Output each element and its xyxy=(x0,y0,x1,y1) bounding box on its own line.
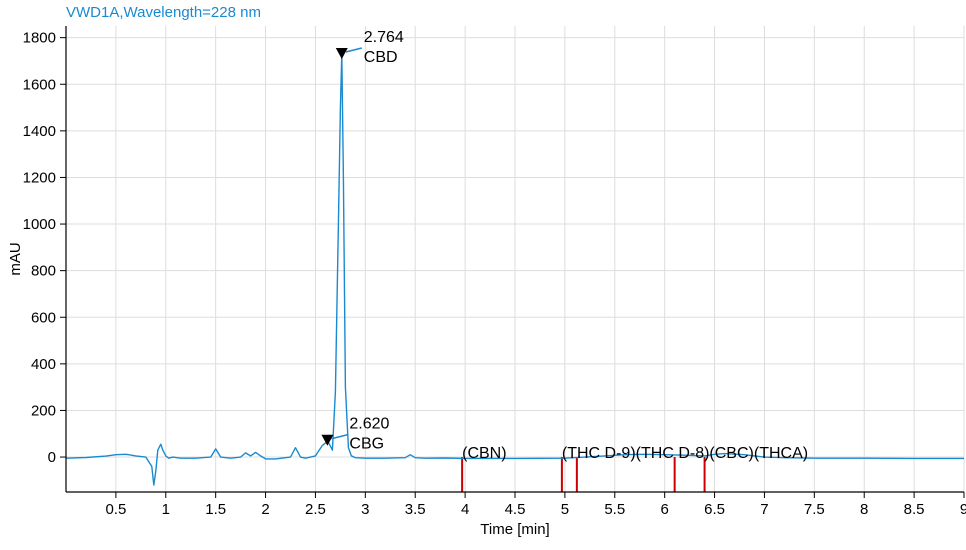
x-tick-label-14: 7.5 xyxy=(804,501,825,518)
x-axis-title: Time [min] xyxy=(480,521,549,538)
x-tick-label-5: 3 xyxy=(361,501,369,518)
x-tick-label-15: 8 xyxy=(860,501,868,518)
peak-time-label-0: 2.620 xyxy=(349,416,389,433)
x-tick-label-3: 2 xyxy=(261,501,269,518)
x-tick-label-2: 1.5 xyxy=(205,501,226,518)
x-tick-label-12: 6.5 xyxy=(704,501,725,518)
peak-leader-0 xyxy=(331,434,348,440)
y-tick-label-7: 1400 xyxy=(23,123,56,140)
y-tick-label-1: 200 xyxy=(31,402,56,419)
grid-layer xyxy=(66,26,965,492)
x-tick-label-4: 2.5 xyxy=(305,501,326,518)
x-tick-label-0: 0.5 xyxy=(105,501,126,518)
tick-layer: 0.5 1 1.5 2 2.5 3 3.5 4 4.5 5 5.5 6 6.5 7 7.5 8 8.5 9 0 200… xyxy=(7,30,966,538)
x-tick-label-11: 6 xyxy=(660,501,668,518)
x-tick-label-16: 8.5 xyxy=(904,501,925,518)
peak-marker-0 xyxy=(321,434,334,446)
y-tick-label-0: 0 xyxy=(48,449,56,466)
chart-title: VWD1A,Wavelength=228 nm xyxy=(66,4,261,21)
expected-compound-label-3: (CBC) xyxy=(709,445,753,462)
x-tick-label-17: 9 xyxy=(960,501,966,518)
expected-compound-label-4: (THCA) xyxy=(754,445,808,462)
x-tick-label-6: 3.5 xyxy=(405,501,426,518)
y-tick-label-5: 1000 xyxy=(23,216,56,233)
y-tick-label-8: 1600 xyxy=(23,76,56,93)
x-tick-label-9: 5 xyxy=(561,501,569,518)
expected-compound-label-2: (THC D-8) xyxy=(636,445,710,462)
expected-markers-layer xyxy=(461,457,706,492)
peak-name-label-1: CBD xyxy=(364,49,398,66)
y-tick-label-6: 1200 xyxy=(23,169,56,186)
x-tick-label-1: 1 xyxy=(162,501,170,518)
expected-compound-label-0: (CBN) xyxy=(462,445,506,462)
x-tick-label-10: 5.5 xyxy=(604,501,625,518)
peak-marker-1 xyxy=(335,47,348,59)
peak-name-label-0: CBG xyxy=(349,436,384,453)
y-tick-label-2: 400 xyxy=(31,356,56,373)
x-tick-label-8: 4.5 xyxy=(505,501,526,518)
peak-time-label-1: 2.764 xyxy=(364,29,404,46)
y-axis-title: mAU xyxy=(7,242,24,275)
y-tick-label-9: 1800 xyxy=(23,30,56,47)
expected-compound-label-1: (THC D-9) xyxy=(562,445,636,462)
y-tick-label-3: 600 xyxy=(31,309,56,326)
peak-leader-1 xyxy=(345,47,362,53)
x-tick-label-7: 4 xyxy=(461,501,469,518)
y-tick-label-4: 800 xyxy=(31,263,56,280)
x-tick-label-13: 7 xyxy=(760,501,768,518)
